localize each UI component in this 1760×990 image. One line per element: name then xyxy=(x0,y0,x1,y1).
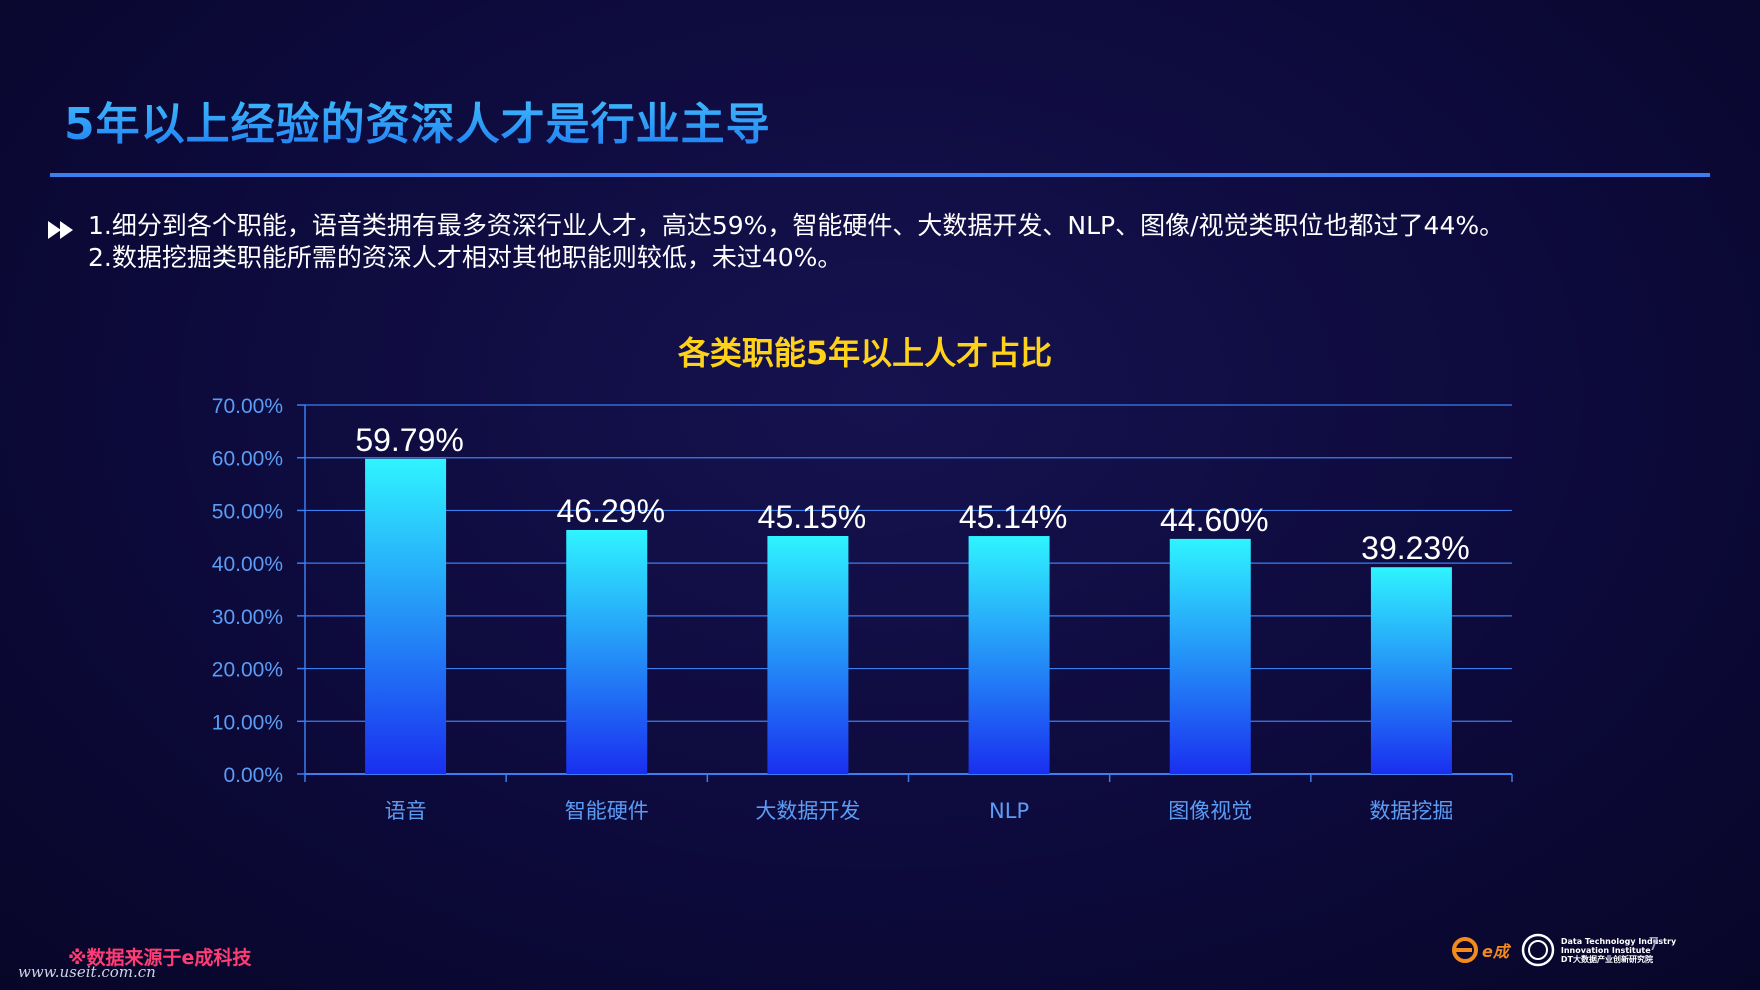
y-tick-label: 0.00% xyxy=(223,764,283,787)
ec-logo-text: e成 xyxy=(1482,942,1509,961)
x-tick-label: 图像视觉 xyxy=(1168,799,1252,823)
y-tick-label: 20.00% xyxy=(212,659,283,682)
page-title: 5年以上经验的资深人才是行业主导 xyxy=(64,88,771,152)
ec-logo-icon xyxy=(1452,937,1478,963)
page-number: 7 xyxy=(1648,934,1660,955)
description-line-1: 1.细分到各个职能，语音类拥有最多资深行业人才，高达59%，智能硬件、大数据开发… xyxy=(88,211,1505,240)
y-tick-label: 40.00% xyxy=(212,553,283,576)
y-tick-label: 70.00% xyxy=(212,395,283,418)
x-tick-label: 智能硬件 xyxy=(565,799,649,823)
y-tick-label: 60.00% xyxy=(212,448,283,471)
data-label: 45.15% xyxy=(758,499,867,535)
dt-institute-logo: Data Technology Industry Innovation Inst… xyxy=(1521,933,1676,967)
x-tick-label: 语音 xyxy=(385,799,427,823)
bar xyxy=(365,458,447,774)
x-tick-label: 大数据开发 xyxy=(755,799,860,823)
description-line-2: 2.数据挖掘类职能所需的资深人才相对其他职能则较低，未过40%。 xyxy=(88,243,843,272)
description: 1.细分到各个职能，语音类拥有最多资深行业人才，高达59%，智能硬件、大数据开发… xyxy=(88,210,1688,274)
watermark: www.useit.com.cn xyxy=(18,963,156,981)
ec-logo: e成 xyxy=(1452,937,1509,963)
chart-title: 各类职能5年以上人才占比 xyxy=(677,334,1053,372)
bar xyxy=(1169,538,1251,774)
dt-seal-icon xyxy=(1521,933,1555,967)
x-tick-label: 数据挖掘 xyxy=(1369,799,1453,823)
data-label: 59.79% xyxy=(355,422,464,458)
data-label: 46.29% xyxy=(556,493,665,529)
y-tick-label: 10.00% xyxy=(212,711,283,734)
dt-logo-line-2: Innovation Institute xyxy=(1560,945,1651,955)
bar xyxy=(968,536,1050,774)
y-tick-label: 50.00% xyxy=(212,500,283,523)
data-label: 45.14% xyxy=(959,499,1068,535)
dt-logo-line-1: Data Technology Industry xyxy=(1560,936,1677,946)
dt-logo-line-3: DT大数据产业创新研究院 xyxy=(1560,954,1653,964)
data-label: 39.23% xyxy=(1361,530,1470,566)
bar xyxy=(566,529,648,774)
dt-logo-text: Data Technology Industry Innovation Inst… xyxy=(1561,937,1676,964)
footer-logos: e成 Data Technology Industry Innovation I… xyxy=(1452,930,1676,970)
data-label: 44.60% xyxy=(1160,502,1269,538)
y-tick-label: 30.00% xyxy=(212,606,283,629)
data-source-note: ※数据来源于e成科技 xyxy=(68,947,252,969)
bar xyxy=(1370,567,1452,774)
title-divider xyxy=(50,173,1710,177)
x-tick-label: NLP xyxy=(989,799,1029,823)
bar xyxy=(767,535,849,774)
double-arrow-bullet-icon xyxy=(48,221,73,239)
